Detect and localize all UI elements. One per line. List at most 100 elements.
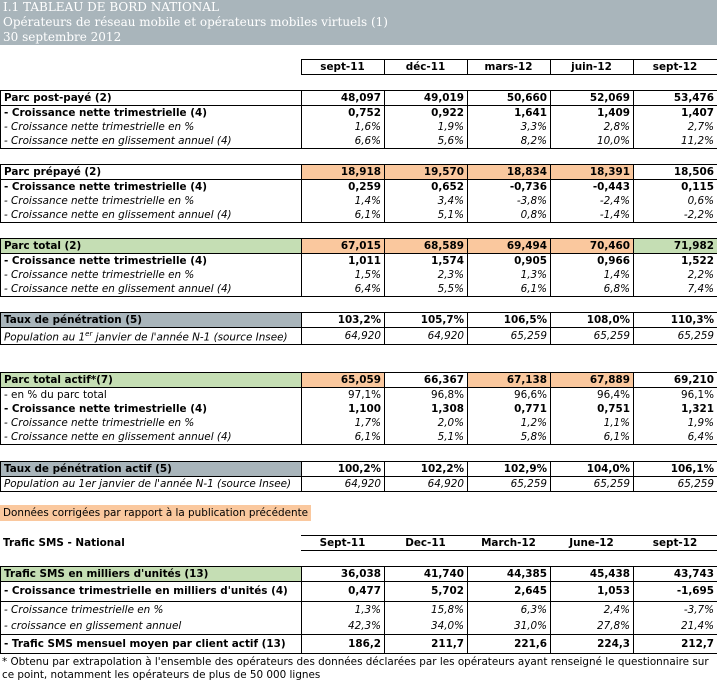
value-cell: 41,740 xyxy=(384,566,468,582)
value-cell: 67,889 xyxy=(550,372,634,388)
value-cell: 66,367 xyxy=(384,372,468,388)
value-cell: 5,1% xyxy=(384,430,468,445)
value-cell: 0,751 xyxy=(550,402,634,416)
value-cell: 1,3% xyxy=(467,268,551,282)
value-cell: 96,4% xyxy=(550,387,634,402)
sms-table: Trafic SMS en milliers d'unités (13) 36,… xyxy=(0,566,717,654)
value-cell: 1,011 xyxy=(301,253,385,268)
value-cell: 106,1% xyxy=(633,461,717,477)
value-cell: 68,589 xyxy=(384,238,468,254)
period-header: sept-12 xyxy=(632,59,717,75)
value-cell: 1,5% xyxy=(301,268,385,282)
value-cell: 49,019 xyxy=(384,90,468,106)
value-cell: -3,7% xyxy=(633,601,717,618)
value-cell: 0,966 xyxy=(550,253,634,268)
period-header: sept-12 xyxy=(633,535,717,551)
value-cell: 96,8% xyxy=(384,387,468,402)
value-cell: 65,259 xyxy=(467,327,551,346)
value-cell: 65,259 xyxy=(467,476,551,492)
value-cell: 2,0% xyxy=(384,416,468,430)
value-cell: 42,3% xyxy=(301,618,385,635)
period-header: juin-12 xyxy=(549,59,633,75)
value-cell: 70,460 xyxy=(550,238,634,254)
value-cell: 1,321 xyxy=(633,402,717,416)
row-label: - en % du parc total xyxy=(0,387,302,402)
value-cell: 0,477 xyxy=(301,581,385,602)
row-label: Parc total actif*(7) xyxy=(0,372,302,388)
value-cell: 2,7% xyxy=(633,120,717,134)
value-cell: 65,259 xyxy=(633,327,717,346)
value-cell: -1,4% xyxy=(550,208,634,223)
value-cell: 102,9% xyxy=(467,461,551,477)
value-cell: 6,3% xyxy=(467,601,551,618)
value-cell: -2,2% xyxy=(633,208,717,223)
sms-section-title: Trafic SMS - National xyxy=(3,536,125,549)
value-cell: 18,391 xyxy=(550,164,634,180)
row-label: Taux de pénétration (5) xyxy=(0,312,302,328)
row-label: Parc total (2) xyxy=(0,238,302,254)
value-cell: 211,7 xyxy=(384,634,468,654)
value-cell: 224,3 xyxy=(550,634,634,654)
value-cell: 1,1% xyxy=(550,416,634,430)
footnote: * Obtenu par extrapolation à l'ensemble … xyxy=(2,656,709,681)
value-cell: 186,2 xyxy=(301,634,385,654)
row-label: Parc post-payé (2) xyxy=(0,90,302,106)
value-cell: 52,069 xyxy=(550,90,634,106)
value-cell: 97,1% xyxy=(301,387,385,402)
value-cell: 34,0% xyxy=(384,618,468,635)
value-cell: 1,407 xyxy=(633,105,717,120)
penetration-table: Taux de pénétration (5) 103,2% 105,7% 10… xyxy=(0,312,717,346)
row-label: Trafic SMS en milliers d'unités (13) xyxy=(0,566,302,582)
row-label: - Croissance nette trimestrielle en % xyxy=(0,194,302,208)
value-cell: 1,9% xyxy=(384,120,468,134)
row-label: - Croissance nette trimestrielle (4) xyxy=(0,253,302,268)
value-cell: 5,8% xyxy=(467,430,551,445)
value-cell: 10,0% xyxy=(550,134,634,149)
value-cell: -3,8% xyxy=(467,194,551,208)
value-cell: 5,6% xyxy=(384,134,468,149)
value-cell: 6,4% xyxy=(633,430,717,445)
value-cell: 108,0% xyxy=(550,312,634,328)
period-header: Sept-11 xyxy=(301,535,384,551)
value-cell: 102,2% xyxy=(384,461,468,477)
value-cell: 0,115 xyxy=(633,179,717,194)
value-cell: 1,6% xyxy=(301,120,385,134)
row-label: - Croissance trimestrielle en milliers d… xyxy=(0,581,302,602)
value-cell: 212,7 xyxy=(633,634,717,654)
value-cell: 110,3% xyxy=(633,312,717,328)
value-cell: 0,6% xyxy=(633,194,717,208)
period-header: June-12 xyxy=(550,535,633,551)
row-label: - Croissance nette en glissement annuel … xyxy=(0,430,302,445)
value-cell: 1,3% xyxy=(301,601,385,618)
row-label: - Croissance trimestrielle en % xyxy=(0,601,302,618)
value-cell: 48,097 xyxy=(301,90,385,106)
value-cell: 2,645 xyxy=(467,581,551,602)
report-subtitle: Opérateurs de réseau mobile et opérateur… xyxy=(3,15,388,29)
value-cell: 3,3% xyxy=(467,120,551,134)
active-penetration-table: Taux de pénétration actif (5) 100,2% 102… xyxy=(0,461,717,492)
value-cell: 6,1% xyxy=(550,430,634,445)
prepaid-table: Parc prépayé (2) 18,918 19,570 18,834 18… xyxy=(0,164,717,223)
value-cell: 19,570 xyxy=(384,164,468,180)
value-cell: 64,920 xyxy=(301,327,385,346)
value-cell: 0,752 xyxy=(301,105,385,120)
row-label: - Croissance nette en glissement annuel … xyxy=(0,282,302,297)
value-cell: 1,641 xyxy=(467,105,551,120)
value-cell: 65,259 xyxy=(633,476,717,492)
row-label: - Croissance nette trimestrielle en % xyxy=(0,416,302,430)
value-cell: 67,138 xyxy=(467,372,551,388)
value-cell: 104,0% xyxy=(550,461,634,477)
value-cell: 64,920 xyxy=(301,476,385,492)
value-cell: 96,1% xyxy=(633,387,717,402)
value-cell: 103,2% xyxy=(301,312,385,328)
value-cell: 64,920 xyxy=(384,327,468,346)
value-cell: 69,494 xyxy=(467,238,551,254)
period-header: mars-12 xyxy=(466,59,550,75)
value-cell: 0,922 xyxy=(384,105,468,120)
value-cell: 1,4% xyxy=(550,268,634,282)
value-cell: 1,308 xyxy=(384,402,468,416)
period-header: Dec-11 xyxy=(384,535,467,551)
value-cell: -0,736 xyxy=(467,179,551,194)
value-cell: 106,5% xyxy=(467,312,551,328)
row-label: - Croissance nette trimestrielle (4) xyxy=(0,402,302,416)
